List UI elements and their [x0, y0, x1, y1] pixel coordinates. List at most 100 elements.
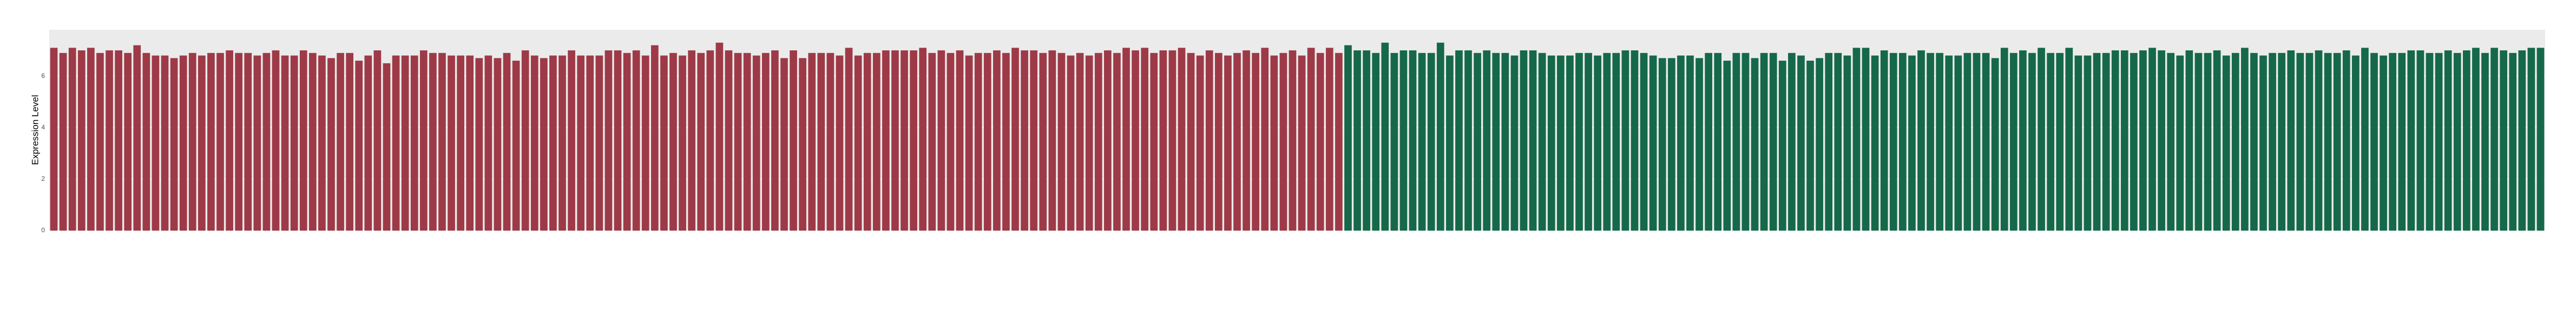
- bar: [2093, 53, 2101, 231]
- bar: [799, 58, 806, 231]
- bar: [2407, 50, 2415, 231]
- bar: [1214, 53, 1223, 231]
- bar: [2287, 50, 2295, 231]
- bar: [1113, 53, 1121, 231]
- bar: [2315, 50, 2323, 231]
- bar: [346, 53, 353, 231]
- bar: [2380, 55, 2387, 231]
- bar: [1076, 53, 1084, 231]
- bar: [2065, 48, 2073, 231]
- bar: [1612, 53, 1620, 231]
- bar: [586, 55, 594, 231]
- bar: [1649, 55, 1657, 231]
- bar: [1159, 50, 1167, 231]
- bar: [2435, 53, 2443, 231]
- bar: [826, 53, 834, 231]
- bar: [2222, 55, 2230, 231]
- bar: [2518, 50, 2526, 231]
- bar: [1658, 58, 1666, 231]
- bar: [484, 55, 492, 231]
- bar: [974, 53, 982, 231]
- bar: [549, 55, 557, 231]
- bar: [244, 53, 252, 231]
- bar: [1381, 42, 1389, 231]
- bar: [2278, 53, 2286, 231]
- bar: [780, 58, 788, 231]
- bar: [743, 53, 751, 231]
- bar: [1991, 58, 1999, 231]
- bar: [77, 50, 86, 231]
- bar: [679, 55, 686, 231]
- bar: [2462, 50, 2470, 231]
- bar: [641, 55, 649, 231]
- bar: [2102, 53, 2110, 231]
- bar: [96, 53, 104, 231]
- bar: [1178, 48, 1186, 231]
- bar: [947, 53, 955, 231]
- bar: [1797, 55, 1805, 231]
- bar: [198, 55, 206, 231]
- bar: [1409, 50, 1417, 231]
- bar: [1529, 50, 1537, 231]
- bar: [1667, 58, 1675, 231]
- bar: [2111, 50, 2119, 231]
- bar: [1788, 53, 1796, 231]
- bar: [1233, 53, 1241, 231]
- bar: [1686, 55, 1694, 231]
- bar: [1196, 55, 1204, 231]
- bar: [1446, 55, 1454, 231]
- bar: [2185, 50, 2193, 231]
- bar: [429, 53, 437, 231]
- bar: [494, 58, 502, 231]
- bar: [1011, 48, 1019, 231]
- bar: [2204, 53, 2212, 231]
- bar: [1936, 53, 1943, 231]
- bar: [2527, 48, 2535, 231]
- bar: [1631, 50, 1639, 231]
- bar: [1547, 55, 1555, 231]
- bar: [1982, 53, 1990, 231]
- bar: [1094, 53, 1102, 231]
- bar: [706, 50, 714, 231]
- bar: [355, 61, 363, 231]
- plot-panel: [49, 30, 2545, 231]
- bar: [2120, 50, 2128, 231]
- bar: [993, 50, 1001, 231]
- bar: [1880, 50, 1888, 231]
- bar: [448, 55, 455, 231]
- bar: [133, 45, 141, 231]
- bar: [1067, 55, 1075, 231]
- bar: [1205, 50, 1213, 231]
- bar: [1973, 53, 1981, 231]
- bar: [1843, 55, 1851, 231]
- bar: [1834, 53, 1842, 231]
- bar: [170, 58, 178, 231]
- bar: [1769, 53, 1777, 231]
- bar: [845, 48, 853, 231]
- bar: [1418, 53, 1426, 231]
- bar: [2453, 53, 2461, 231]
- bar: [872, 53, 880, 231]
- bar: [891, 50, 899, 231]
- y-tick-label: 6: [41, 72, 45, 80]
- bar: [1585, 53, 1592, 231]
- bar: [1705, 53, 1712, 231]
- bar: [1899, 53, 1907, 231]
- bar: [373, 50, 382, 231]
- bar: [1399, 50, 1408, 231]
- bar: [142, 53, 150, 231]
- bar: [262, 53, 271, 231]
- bar: [1520, 50, 1528, 231]
- bar: [734, 53, 742, 231]
- bar: [697, 53, 705, 231]
- bar: [2333, 53, 2341, 231]
- bar: [2000, 48, 2008, 231]
- bar: [928, 53, 936, 231]
- bar: [1057, 53, 1066, 231]
- bar: [1806, 61, 1814, 231]
- bar: [1696, 58, 1703, 231]
- bar: [2167, 53, 2175, 231]
- bar: [281, 55, 289, 231]
- bar: [2009, 53, 2018, 231]
